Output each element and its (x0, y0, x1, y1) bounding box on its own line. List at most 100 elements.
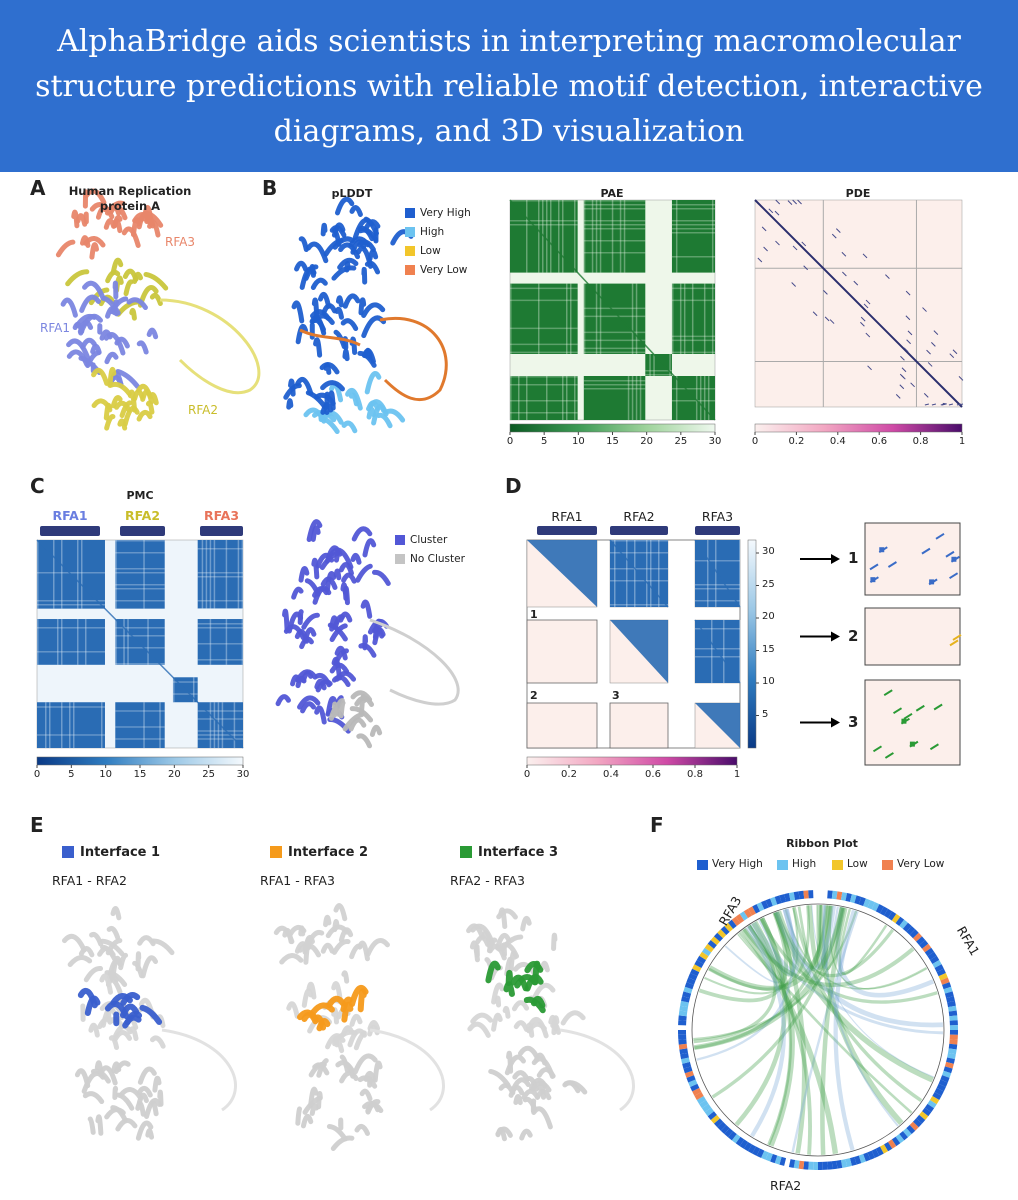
contact (924, 403, 929, 406)
helix (347, 1028, 367, 1048)
structure (61, 906, 175, 995)
contact (835, 228, 841, 233)
ribbon-segment (863, 1152, 871, 1162)
stripe (115, 552, 165, 554)
stripe (143, 540, 145, 609)
helix (508, 1084, 525, 1098)
stripe (675, 200, 678, 273)
colorbar-label: 10 (571, 436, 585, 447)
contact (910, 382, 915, 388)
chord (759, 917, 938, 1004)
colorbar-label: 5 (762, 708, 769, 720)
contact (926, 349, 931, 355)
helix (111, 218, 123, 234)
stripe (671, 283, 674, 354)
ribbon-segment (679, 1005, 689, 1012)
ribbon-segment (884, 908, 893, 919)
contact (948, 403, 954, 406)
helix (61, 933, 87, 953)
ribbon-segment (818, 1161, 823, 1170)
helix (320, 576, 338, 590)
colorbar-label: 0.8 (687, 769, 703, 780)
helix (513, 1093, 523, 1106)
helix (311, 297, 320, 321)
heatmap-block (197, 619, 243, 665)
ribbon-segment (798, 1160, 805, 1170)
helix (340, 1025, 354, 1038)
contact (949, 639, 959, 647)
stripe (671, 351, 715, 354)
stripe (671, 228, 715, 230)
helix (301, 988, 314, 1008)
ribbon-segment (934, 964, 944, 973)
contact (865, 299, 871, 305)
ribbon-segment (779, 894, 787, 904)
ribbon-segment (756, 1148, 765, 1158)
helix (487, 943, 507, 961)
ribbon-segment (899, 919, 908, 929)
helix (358, 297, 367, 316)
panel-title: PDE (845, 187, 871, 200)
helix (349, 943, 363, 960)
stripe (671, 388, 715, 390)
helix (326, 1123, 348, 1142)
ribbon-segment (946, 996, 955, 1003)
legend-label: High (792, 858, 817, 870)
stripe (595, 283, 598, 354)
ribbon-segment (761, 1150, 769, 1160)
helix (329, 623, 348, 643)
chain-label: RFA1 (40, 321, 70, 335)
helix (120, 992, 141, 1006)
stripe (510, 327, 578, 330)
interface-pair: RFA2 - RFA3 (450, 873, 525, 888)
helix (341, 572, 357, 584)
stripe (115, 600, 165, 602)
helix (505, 969, 513, 987)
ribbon-segment (906, 925, 916, 936)
heatmap-block (37, 702, 105, 748)
panel-title: pLDDT (331, 187, 373, 200)
stripe (711, 620, 713, 683)
heatmap-block (645, 354, 672, 376)
helix (136, 1092, 149, 1106)
stripe (599, 200, 602, 273)
helix (325, 696, 338, 716)
colorbar-label: 20 (167, 769, 181, 780)
chord (711, 906, 844, 1099)
chord (748, 908, 799, 977)
contact (824, 316, 830, 322)
stripe (115, 738, 165, 740)
helix (485, 960, 501, 984)
stripe (583, 208, 646, 210)
contact (768, 208, 774, 214)
helix (308, 1086, 319, 1109)
chord (696, 908, 795, 1061)
stripe (115, 647, 165, 649)
heatmap-block (510, 283, 578, 354)
ribbon-segment (902, 922, 912, 932)
ribbon-segment (707, 1111, 717, 1120)
helix (341, 1001, 354, 1023)
helix (130, 217, 142, 238)
stripe (610, 580, 668, 582)
helix (110, 1105, 128, 1123)
chain-bar (610, 526, 668, 535)
chord (698, 912, 789, 1003)
contact (862, 253, 868, 259)
helix (333, 903, 348, 922)
legend-label: Low (847, 858, 868, 870)
structure (467, 982, 586, 1039)
chord (753, 921, 944, 1035)
helix (101, 295, 121, 316)
colorbar (747, 539, 757, 749)
ribbon-segment (940, 1075, 950, 1083)
ribbon-segment (938, 973, 948, 981)
helix (150, 938, 175, 956)
ribbon-segment (731, 1134, 741, 1144)
stripe (197, 623, 243, 625)
ribbon-segment (854, 895, 862, 905)
colorbar-label: 30 (236, 769, 250, 780)
stripe (683, 283, 686, 354)
structure (291, 291, 387, 375)
helix (333, 329, 347, 350)
